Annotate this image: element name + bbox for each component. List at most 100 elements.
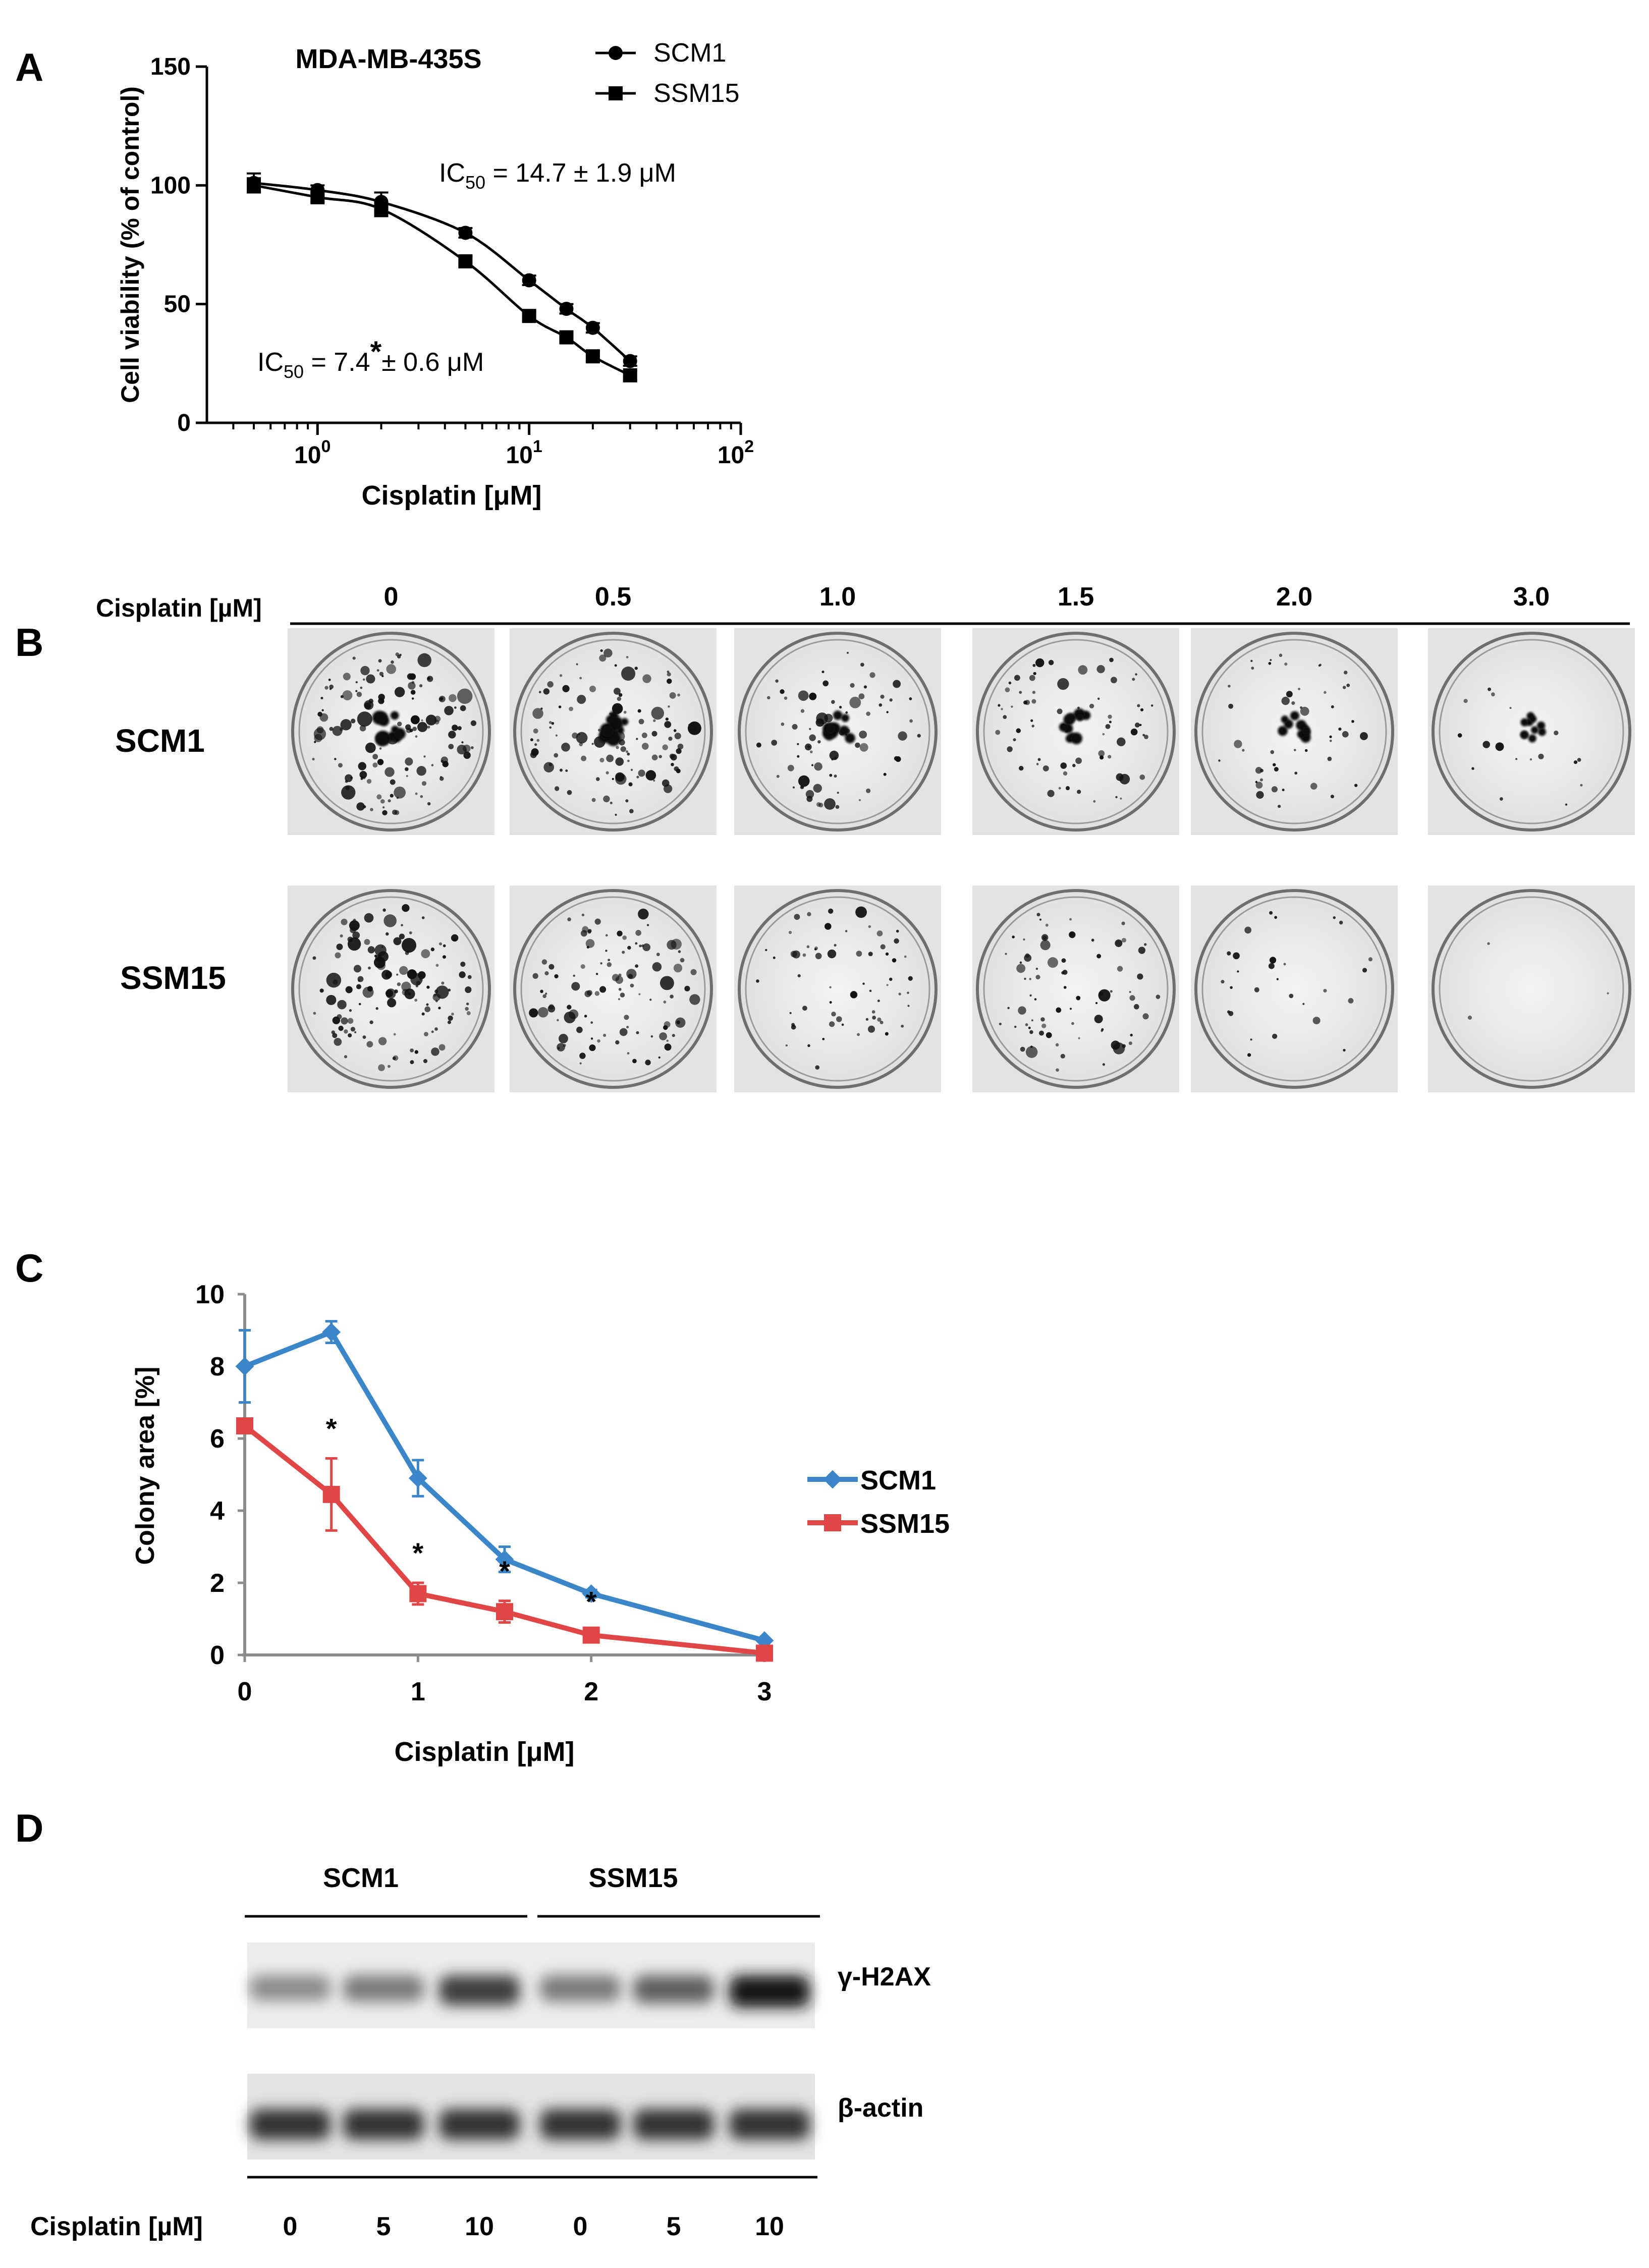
- colony-dot: [431, 1047, 439, 1056]
- colony-dot: [579, 1053, 586, 1059]
- colony-dot: [343, 673, 351, 681]
- colony-dot: [579, 677, 582, 680]
- colony-dot: [615, 757, 624, 766]
- colony-dot: [1329, 735, 1332, 738]
- colony-dot: [1069, 1008, 1072, 1010]
- colony-dot: [858, 799, 861, 801]
- legend-c-scm1-label: SCM1: [860, 1465, 936, 1496]
- colony-plate-dish: [291, 632, 491, 832]
- colony-dot: [548, 964, 555, 970]
- colony-dot: [628, 782, 633, 787]
- colony-dot: [360, 686, 363, 689]
- colony-dot: [376, 794, 382, 800]
- colony-dot: [1577, 758, 1581, 762]
- colony-dot: [460, 961, 466, 967]
- colony-plate-dish: [738, 889, 938, 1089]
- colony-dot: [678, 950, 681, 953]
- colony-dot: [545, 992, 547, 995]
- colony-dot: [358, 762, 366, 770]
- colony-dot: [540, 989, 543, 993]
- colony-dot: [461, 741, 464, 744]
- colony-dot: [859, 743, 868, 752]
- ic50-scm1-prefix: IC: [439, 158, 465, 188]
- colony-dot: [612, 974, 620, 981]
- colony-dot: [464, 749, 467, 752]
- colony-dot: [366, 779, 372, 784]
- colony-dot: [605, 950, 608, 952]
- colony-dot: [589, 685, 596, 692]
- colony-dot: [677, 693, 681, 697]
- colony-dot: [451, 934, 459, 942]
- colony-dot: [449, 694, 457, 702]
- colony-dot: [551, 722, 555, 725]
- colony-dot: [1063, 771, 1068, 776]
- colony-dot: [313, 1012, 316, 1015]
- colony-dot: [606, 754, 614, 762]
- colony-dot: [828, 908, 834, 914]
- colony-dot: [1234, 740, 1242, 748]
- colony-dot: [433, 993, 436, 997]
- colony-dot: [431, 764, 434, 766]
- colony-dot: [868, 952, 873, 957]
- colony-dot: [831, 700, 835, 704]
- colony-dot: [1132, 678, 1135, 681]
- colony-dot: [880, 694, 885, 699]
- colony-dot: [1495, 742, 1504, 751]
- colony-dot: [416, 980, 421, 986]
- colony-dot: [689, 994, 700, 1005]
- colony-dot: [577, 695, 586, 704]
- colony-dot: [409, 931, 412, 934]
- colony-dot: [829, 1001, 832, 1004]
- chart-a-point-scm1: [559, 302, 574, 316]
- colony-dot: [674, 766, 679, 771]
- colony-dot: [667, 939, 677, 950]
- colony-dot: [917, 734, 921, 738]
- colony-dot: [618, 987, 622, 991]
- colony-dot: [352, 656, 356, 660]
- colony-dot: [541, 959, 547, 965]
- colony-dot: [376, 669, 379, 672]
- colony-dot: [765, 949, 767, 951]
- colony-plate-dish: [1194, 889, 1394, 1089]
- colony-dot: [415, 735, 418, 738]
- colony-dot: [347, 1018, 354, 1024]
- colony-dot: [591, 743, 594, 745]
- colony-dot: [1289, 993, 1294, 999]
- panel-b-row-label-scm1: SCM1: [115, 723, 205, 759]
- panel-label-a: A: [15, 45, 43, 89]
- colony-dot: [1221, 980, 1225, 984]
- colony-dot: [816, 802, 821, 807]
- colony-dot: [1471, 767, 1474, 770]
- colony-dot: [1300, 706, 1309, 716]
- colony-dot: [877, 1000, 880, 1003]
- colony-dot: [880, 944, 886, 950]
- colony-dot: [898, 992, 901, 995]
- colony-dot: [1056, 1068, 1059, 1072]
- chart-a-curve-ssm15: [253, 184, 631, 377]
- colony-dot: [360, 776, 363, 779]
- colony-dot: [466, 1002, 469, 1006]
- colony-dot: [448, 744, 454, 749]
- colony-dot: [802, 1006, 807, 1011]
- colony-dot: [366, 674, 375, 684]
- colony-dot: [802, 953, 806, 957]
- colony-dot: [641, 944, 644, 948]
- colony-plate-rim: [520, 639, 706, 824]
- colony-dot: [850, 683, 855, 688]
- colony-dot: [1071, 1022, 1074, 1025]
- colony-dot: [435, 1000, 438, 1003]
- colony-dot: [378, 1037, 387, 1045]
- colony-dot: [676, 1020, 680, 1025]
- colony-dot: [399, 653, 402, 656]
- colony-dot: [1237, 970, 1239, 973]
- colony-dot: [642, 674, 651, 683]
- colony-dot: [1269, 911, 1273, 915]
- panel-b-concentration-label: 2.0: [1276, 582, 1312, 612]
- colony-dot: [548, 763, 553, 766]
- colony-dot: [1227, 1010, 1231, 1014]
- blot-band: [729, 1975, 810, 2008]
- colony-dot: [530, 738, 533, 742]
- colony-dot: [567, 917, 571, 921]
- legend-ssm15-label: SSM15: [653, 79, 740, 108]
- colony-dot: [331, 1030, 336, 1034]
